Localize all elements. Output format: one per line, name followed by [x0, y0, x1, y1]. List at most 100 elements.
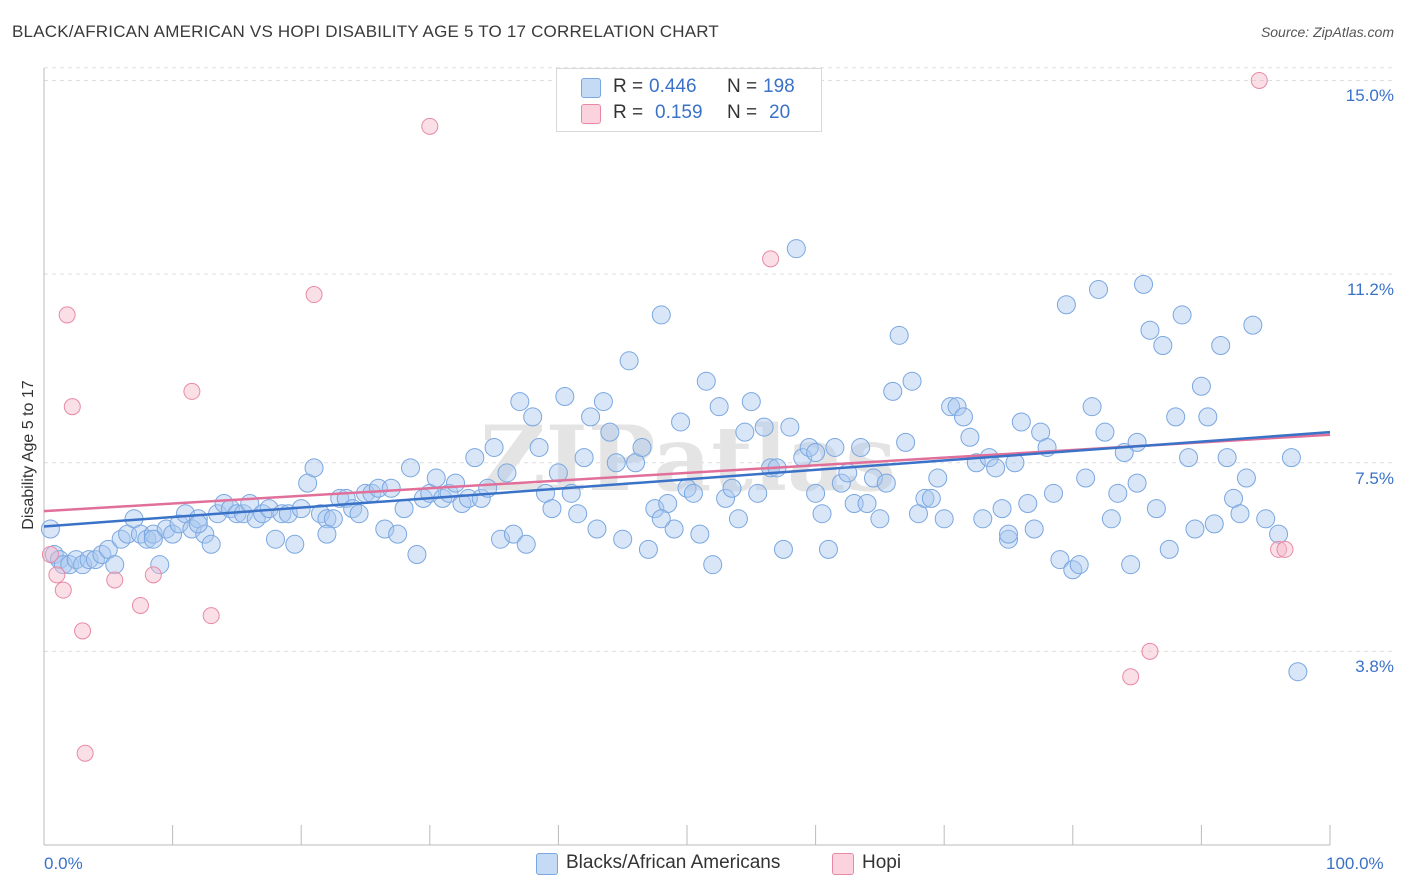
data-point: [137, 529, 157, 549]
data-point: [953, 407, 973, 427]
data-point: [812, 504, 832, 524]
data-point: [587, 519, 607, 539]
data-point: [150, 555, 170, 575]
legend-n-value: 20: [769, 102, 791, 123]
y-tick-label: 11.2%: [1347, 280, 1394, 300]
data-point: [1024, 519, 1044, 539]
data-point: [555, 386, 575, 406]
data-point: [651, 509, 671, 529]
data-point: [144, 566, 162, 584]
data-point: [41, 545, 59, 563]
data-point: [831, 473, 851, 493]
legend-r-value: 0.159: [655, 102, 703, 123]
data-point: [1179, 448, 1199, 468]
data-point: [754, 417, 774, 437]
data-point: [106, 571, 124, 589]
data-point: [1011, 412, 1031, 432]
data-point: [1121, 555, 1141, 575]
data-point: [664, 519, 684, 539]
data-point: [183, 382, 201, 400]
data-point: [1134, 274, 1154, 294]
data-point: [510, 392, 530, 412]
data-point: [1063, 560, 1083, 580]
data-point: [1204, 514, 1224, 534]
data-point: [1082, 397, 1102, 417]
data-point: [1230, 504, 1250, 524]
data-point: [896, 432, 916, 452]
trend-lines: [43, 430, 1331, 528]
data-point: [265, 529, 285, 549]
data-point: [548, 463, 568, 483]
data-point: [870, 509, 890, 529]
data-point: [876, 473, 896, 493]
data-point: [375, 519, 395, 539]
data-point: [1198, 407, 1218, 427]
bottom-legend-swatch-hopi: [832, 853, 854, 875]
data-point: [934, 509, 954, 529]
data-point: [941, 397, 961, 417]
legend-n-label: N =: [727, 76, 758, 97]
data-point: [426, 468, 446, 488]
data-point: [156, 519, 176, 539]
data-point: [1243, 315, 1263, 335]
data-point: [79, 550, 99, 570]
data-point: [915, 488, 935, 508]
data-point: [1069, 555, 1089, 575]
data-point: [1018, 494, 1038, 514]
data-point: [111, 529, 131, 549]
y-tick-label: 3.8%: [1355, 657, 1394, 677]
data-point: [799, 437, 819, 457]
data-point: [407, 544, 427, 564]
data-point: [305, 286, 323, 304]
data-point: [63, 398, 81, 416]
data-point: [1127, 432, 1147, 452]
data-point: [986, 458, 1006, 478]
data-point: [92, 544, 112, 564]
data-point: [593, 392, 613, 412]
data-point: [728, 509, 748, 529]
data-point: [76, 744, 94, 762]
data-point: [143, 524, 163, 544]
data-point: [1153, 336, 1173, 356]
data-point: [619, 351, 639, 371]
data-point: [902, 371, 922, 391]
data-point: [600, 422, 620, 442]
data-point: [960, 427, 980, 447]
data-point: [857, 494, 877, 514]
legend-r-label: R =: [613, 102, 644, 123]
data-point: [48, 566, 66, 584]
data-point: [388, 524, 408, 544]
data-point: [85, 550, 105, 570]
data-point: [1281, 448, 1301, 468]
y-axis-title: Disability Age 5 to 17: [20, 380, 37, 530]
watermark: ZIPatlas: [480, 406, 896, 512]
data-point: [690, 524, 710, 544]
bottom-legend-label-hopi: Hopi: [862, 852, 902, 873]
data-point: [999, 524, 1018, 544]
data-point: [613, 529, 633, 549]
data-point: [1288, 662, 1308, 682]
data-point: [741, 392, 761, 412]
data-point: [317, 509, 337, 529]
data-point: [947, 397, 967, 417]
data-point: [889, 325, 909, 345]
data-point: [105, 555, 125, 575]
data-point: [1270, 540, 1288, 558]
data-point: [542, 499, 562, 519]
legend-swatch-blacks: [581, 78, 601, 98]
bottom-legend-label-blacks: Blacks/African Americans: [566, 852, 781, 873]
data-point: [735, 422, 755, 442]
data-point: [773, 539, 793, 559]
data-point: [1050, 550, 1070, 570]
data-point: [1269, 524, 1289, 544]
data-point: [645, 499, 665, 519]
data-point: [992, 499, 1012, 519]
data-point: [1056, 295, 1076, 315]
data-point: [973, 509, 993, 529]
data-point: [169, 514, 189, 534]
data-point: [497, 463, 517, 483]
data-point: [446, 473, 466, 493]
data-point: [58, 306, 76, 324]
data-point: [1044, 483, 1064, 503]
data-point: [851, 437, 871, 457]
